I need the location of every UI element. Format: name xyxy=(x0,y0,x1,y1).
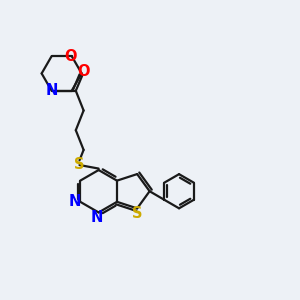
Text: N: N xyxy=(46,83,58,98)
Text: O: O xyxy=(64,49,76,64)
Text: O: O xyxy=(77,64,90,80)
Text: N: N xyxy=(91,210,103,225)
Text: S: S xyxy=(133,206,143,220)
Text: S: S xyxy=(74,157,85,172)
Text: N: N xyxy=(69,194,81,209)
